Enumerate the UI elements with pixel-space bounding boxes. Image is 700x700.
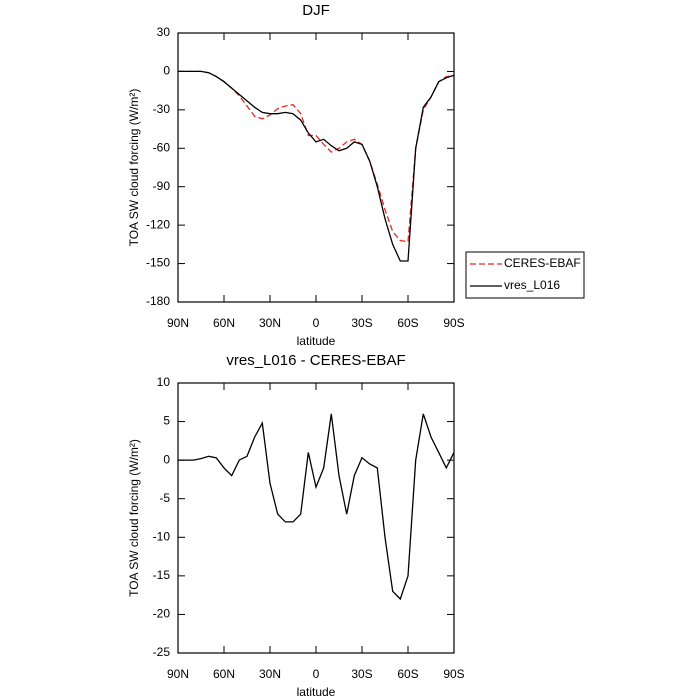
x-tick-label: 30N	[259, 667, 281, 681]
y-tick-label: 30	[157, 25, 171, 39]
y-tick-label: -30	[153, 102, 171, 116]
data-line	[178, 70, 455, 262]
y-tick-label: 0	[163, 452, 170, 466]
legend-label: vres_L016	[504, 278, 560, 292]
y-tick-label: -10	[153, 529, 171, 543]
x-tick-label: 60N	[213, 667, 235, 681]
x-axis-label: latitude	[297, 334, 336, 348]
x-tick-label: 90N	[167, 667, 189, 681]
legend-box	[465, 251, 585, 299]
y-tick-label: -150	[146, 256, 170, 270]
data-line	[178, 70, 455, 243]
y-tick-label: -60	[153, 140, 171, 154]
x-tick-label: 90S	[443, 316, 464, 330]
y-tick-label: -90	[153, 179, 171, 193]
x-tick-label: 0	[313, 316, 320, 330]
data-line	[178, 413, 455, 601]
y-tick-label: -5	[159, 491, 170, 505]
x-tick-label: 90N	[167, 316, 189, 330]
y-axis-label: TOA SW cloud forcing (W/m²)	[127, 439, 141, 597]
plot-frame	[177, 32, 455, 303]
y-tick-label: -120	[146, 217, 170, 231]
x-tick-label: 60S	[397, 667, 418, 681]
x-axis-label: latitude	[297, 685, 336, 699]
y-tick-label: 5	[163, 414, 170, 428]
x-tick-label: 30S	[351, 316, 372, 330]
x-tick-label: 30S	[351, 667, 372, 681]
plot-frame	[177, 382, 455, 654]
legend-label: CERES-EBAF	[504, 256, 581, 270]
y-tick-label: -180	[146, 294, 170, 308]
x-tick-label: 60N	[213, 316, 235, 330]
x-tick-label: 30N	[259, 316, 281, 330]
chart-title: vres_L016 - CERES-EBAF	[226, 352, 405, 369]
y-tick-label: -15	[153, 568, 171, 582]
y-tick-label: -20	[153, 607, 171, 621]
x-tick-label: 0	[313, 667, 320, 681]
chart-title: DJF	[302, 2, 330, 19]
x-tick-label: 60S	[397, 316, 418, 330]
y-axis-label: TOA SW cloud forcing (W/m²)	[127, 89, 141, 247]
x-tick-label: 90S	[443, 667, 464, 681]
y-tick-label: 10	[157, 375, 171, 389]
y-tick-label: 0	[163, 64, 170, 78]
y-tick-label: -25	[153, 645, 171, 659]
